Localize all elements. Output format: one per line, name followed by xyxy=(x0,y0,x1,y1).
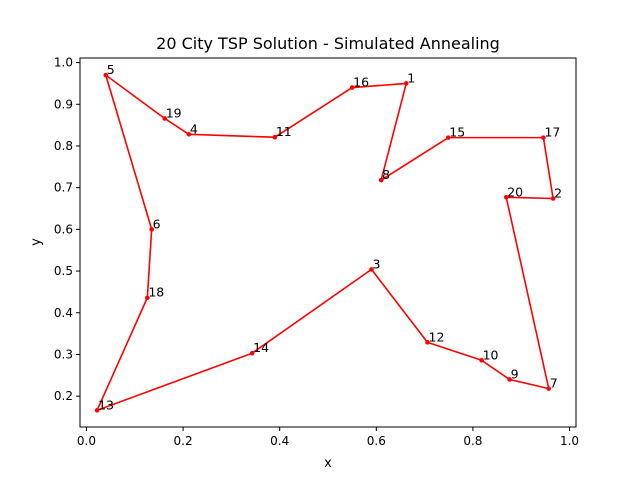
city-label-17: 17 xyxy=(544,125,560,140)
y-tick-label-0.8: 0.8 xyxy=(54,139,73,153)
x-tick-label-0.8: 0.8 xyxy=(463,434,482,448)
city-label-4: 4 xyxy=(190,121,198,136)
city-label-9: 9 xyxy=(511,366,519,381)
tour-segment-6-5 xyxy=(104,74,153,231)
x-tick-label-0.6: 0.6 xyxy=(367,434,386,448)
tour-segment-1-8 xyxy=(380,82,408,181)
city-point-19 xyxy=(162,116,168,121)
city-label-16: 16 xyxy=(353,75,369,90)
city-point-18 xyxy=(145,295,150,301)
x-tick-label-1.0: 1.0 xyxy=(560,434,579,448)
x-tick-label-0.2: 0.2 xyxy=(174,434,193,448)
city-point-20 xyxy=(503,194,509,200)
axes-frame xyxy=(79,57,577,428)
tour-segment-18-6 xyxy=(146,228,153,299)
y-tick-label-0.2: 0.2 xyxy=(54,389,73,403)
tour-segment-11-16 xyxy=(274,86,353,139)
city-point-5 xyxy=(103,72,109,78)
city-point-11 xyxy=(272,134,278,140)
y-tick-label-0.7: 0.7 xyxy=(54,181,73,195)
tour-segment-8-15 xyxy=(380,136,450,181)
city-label-8: 8 xyxy=(382,167,390,182)
tour-segment-9-10 xyxy=(480,359,511,381)
city-label-13: 13 xyxy=(98,397,114,412)
city-point-9 xyxy=(507,377,512,382)
tour-segment-4-11 xyxy=(188,133,276,139)
city-label-1: 1 xyxy=(407,70,415,85)
city-point-12 xyxy=(425,340,430,345)
axis-ticks: 0.0 0.2 0.4 0.6 0.8 1.0 0.2 0.3 0.4 0.5 0.6 0.7 0.8 0… xyxy=(54,56,579,448)
tour-segment-17-2 xyxy=(542,136,554,200)
tour-segment-7-9 xyxy=(508,378,550,390)
city-label-11: 11 xyxy=(276,124,292,139)
city-point-17 xyxy=(541,135,546,140)
y-axis-label: y xyxy=(29,238,44,246)
city-point-10 xyxy=(479,357,484,363)
x-axis-label: x xyxy=(324,456,332,471)
chart-title: 20 City TSP Solution - Simulated Anneali… xyxy=(156,34,500,53)
city-point-1 xyxy=(403,81,409,86)
city-label-10: 10 xyxy=(483,347,499,362)
city-point-4 xyxy=(186,132,192,137)
x-tick-label-0.4: 0.4 xyxy=(270,434,289,448)
city-label-7: 7 xyxy=(550,376,558,391)
tour-segment-19-4 xyxy=(163,117,190,136)
city-point-2 xyxy=(550,196,556,201)
city-label-2: 2 xyxy=(554,186,562,201)
tour-segment-3-14 xyxy=(251,268,373,355)
city-label-12: 12 xyxy=(429,329,445,344)
y-tick-label-0.6: 0.6 xyxy=(54,222,73,236)
tour-segment-20-7 xyxy=(505,196,550,390)
tour-segment-16-1 xyxy=(351,82,408,89)
city-point-15 xyxy=(445,135,451,140)
city-point-8 xyxy=(378,177,384,183)
tour-segment-2-20 xyxy=(505,196,554,200)
tour-segment-10-12 xyxy=(426,341,483,362)
city-label-20: 20 xyxy=(507,184,523,199)
y-tick-label-0.5: 0.5 xyxy=(54,264,73,278)
city-label-6: 6 xyxy=(153,216,161,231)
city-label-15: 15 xyxy=(449,125,465,140)
city-point-7 xyxy=(546,386,552,391)
tour-segment-12-3 xyxy=(370,268,429,344)
city-label-3: 3 xyxy=(372,256,380,271)
city-point-13 xyxy=(94,408,100,413)
tour-segment-5-19 xyxy=(104,74,166,120)
city-label-19: 19 xyxy=(166,105,182,120)
city-label-5: 5 xyxy=(107,62,115,77)
tour-segment-13-18 xyxy=(96,296,149,412)
tour-segment-14-13 xyxy=(96,352,253,412)
y-tick-label-0.9: 0.9 xyxy=(54,97,73,111)
city-point-6 xyxy=(149,227,154,232)
y-tick-label-0.3: 0.3 xyxy=(54,347,73,361)
y-tick-label-0.4: 0.4 xyxy=(54,306,73,320)
city-point-16 xyxy=(349,85,355,90)
y-tick-label-1.0: 1.0 xyxy=(54,56,73,70)
city-point-14 xyxy=(249,350,255,356)
city-label-14: 14 xyxy=(253,340,269,355)
city-point-3 xyxy=(369,267,374,272)
city-label-18: 18 xyxy=(148,285,164,300)
x-tick-label-0.0: 0.0 xyxy=(77,434,96,448)
